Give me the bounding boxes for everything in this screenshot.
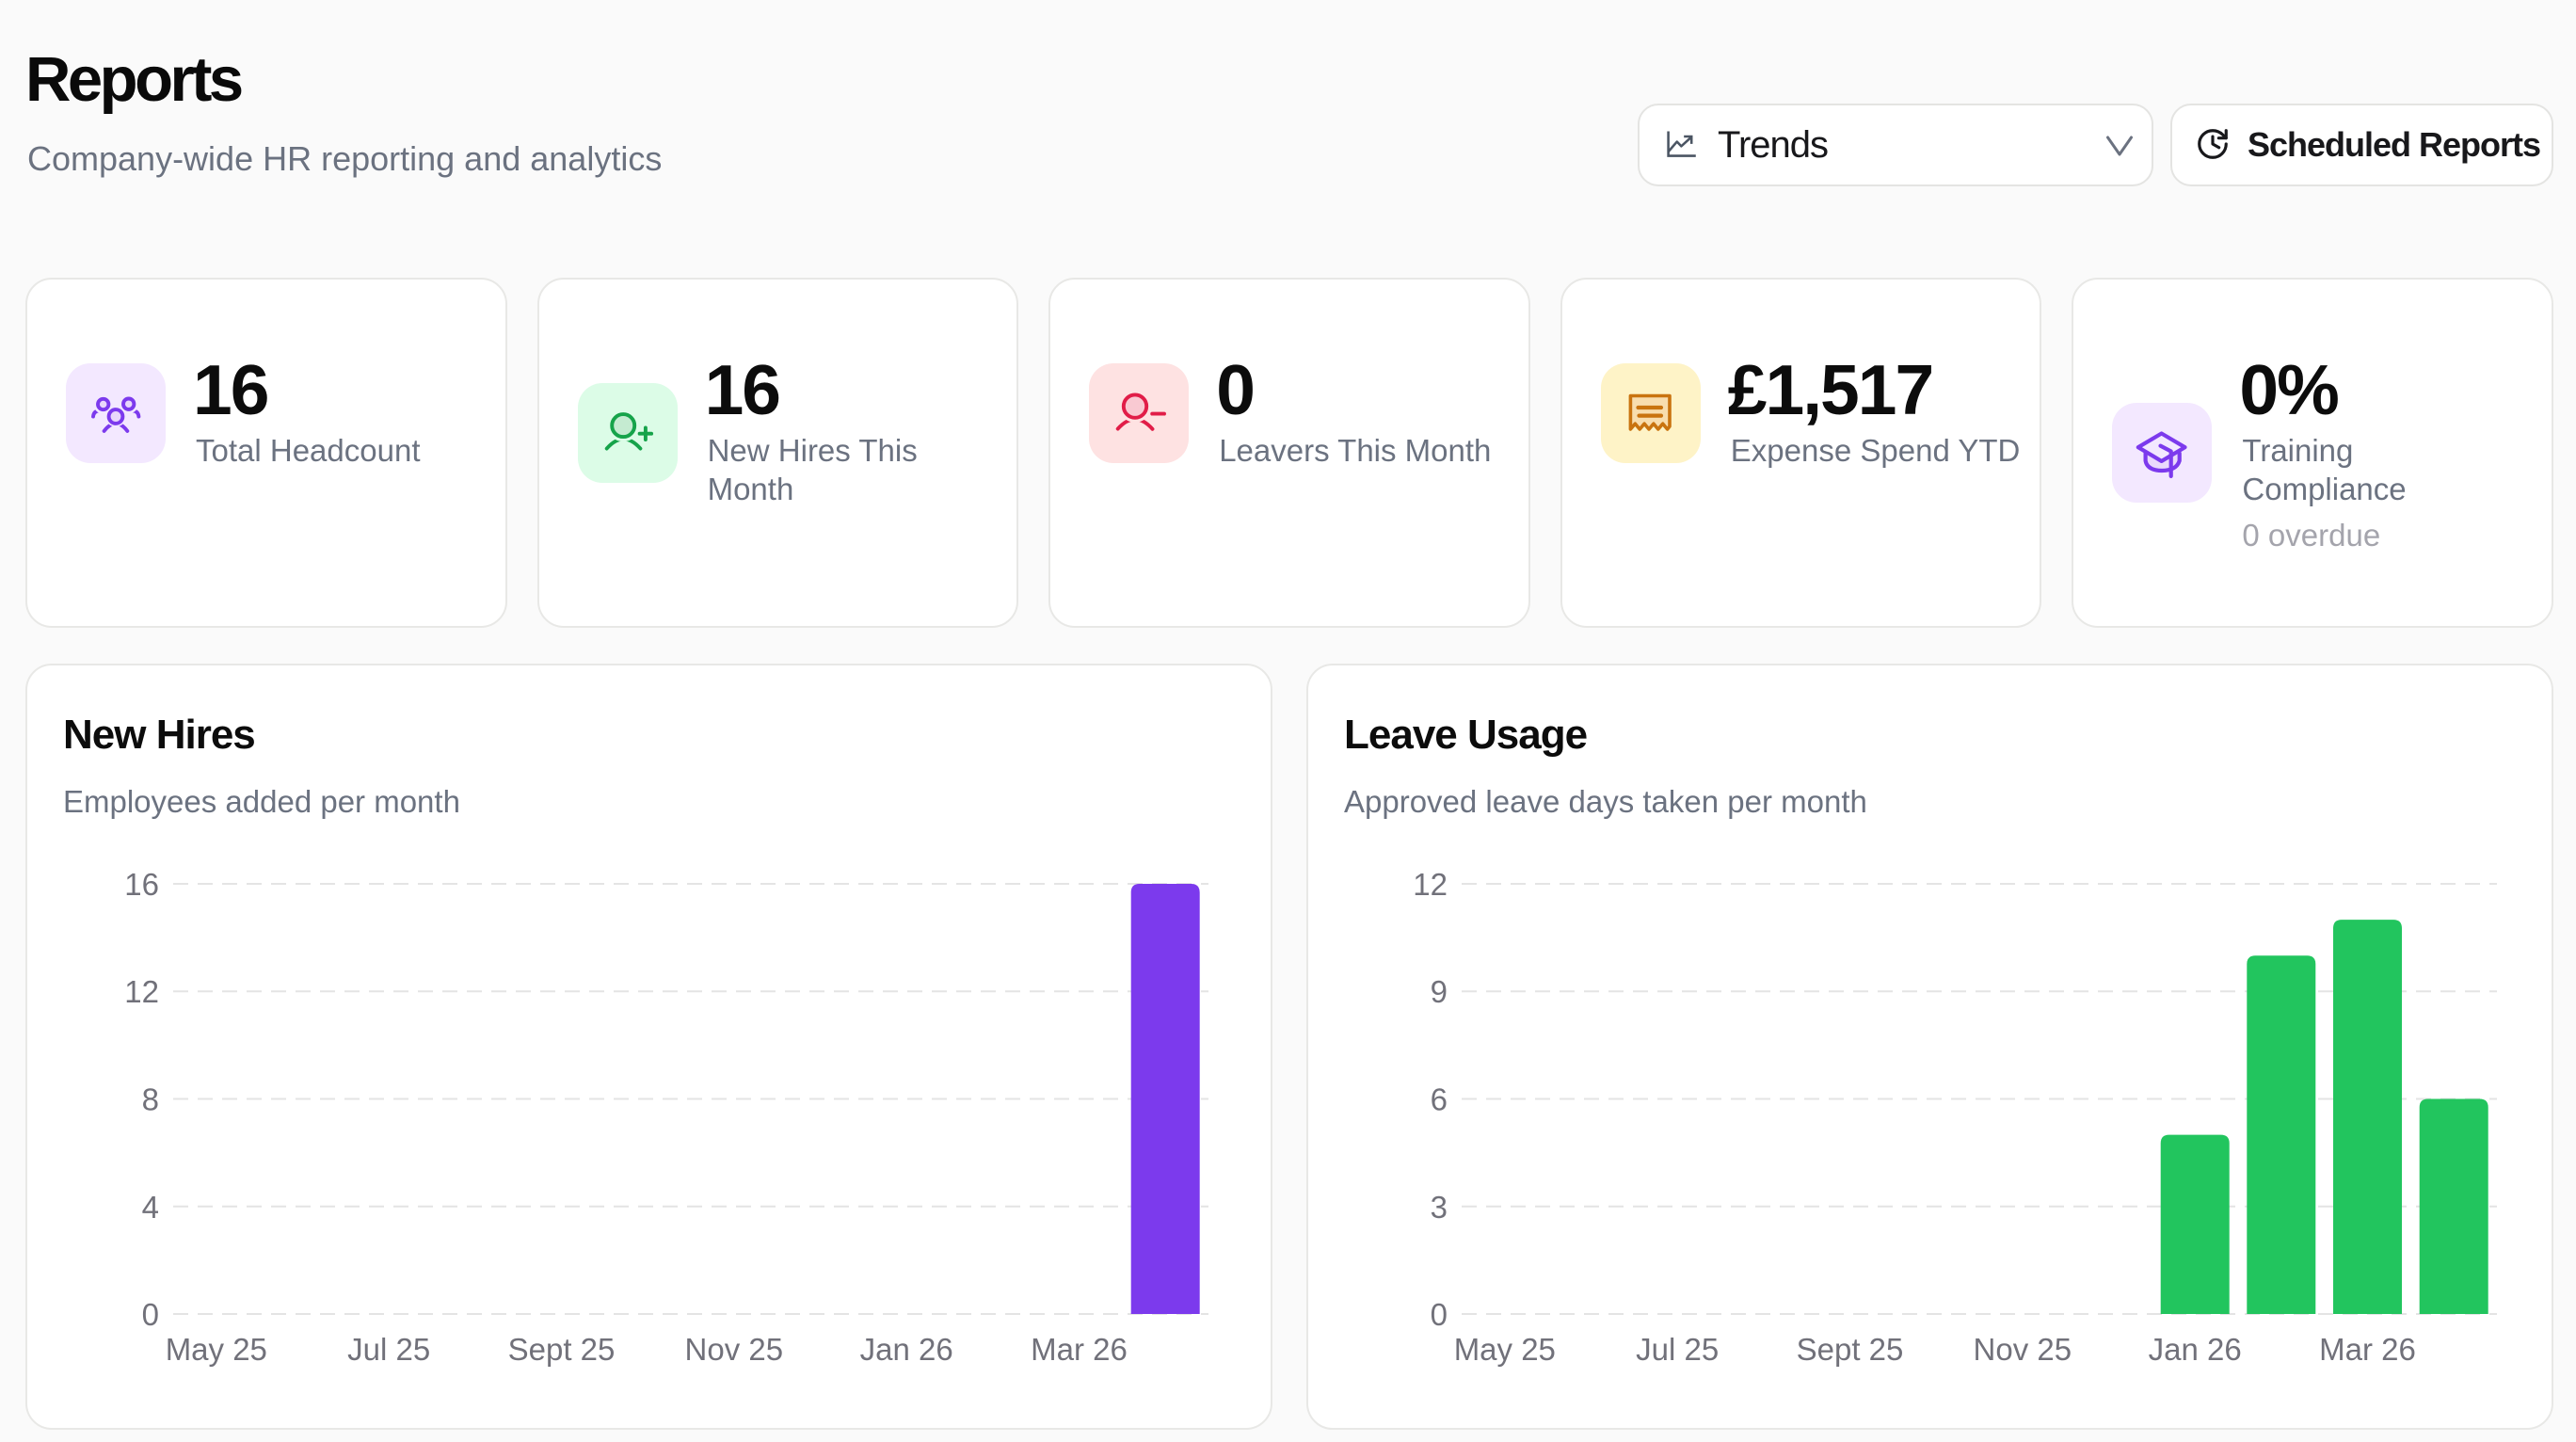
svg-text:0: 0 <box>1431 1297 1448 1332</box>
svg-text:12: 12 <box>1413 867 1448 902</box>
svg-text:May 25: May 25 <box>1454 1332 1556 1367</box>
svg-text:Jan 26: Jan 26 <box>2149 1332 2242 1367</box>
svg-text:Jul 25: Jul 25 <box>347 1332 430 1367</box>
svg-text:12: 12 <box>124 974 159 1009</box>
svg-text:0: 0 <box>142 1297 159 1332</box>
svg-text:9: 9 <box>1431 974 1448 1009</box>
svg-text:Jan 26: Jan 26 <box>860 1332 953 1367</box>
svg-text:Nov 25: Nov 25 <box>685 1332 784 1367</box>
svg-text:Nov 25: Nov 25 <box>1974 1332 2072 1367</box>
svg-text:Mar 26: Mar 26 <box>1031 1332 1128 1367</box>
svg-text:Sept 25: Sept 25 <box>1797 1332 1904 1367</box>
svg-text:Jul 25: Jul 25 <box>1636 1332 1719 1367</box>
svg-text:3: 3 <box>1431 1190 1448 1225</box>
svg-text:6: 6 <box>1431 1082 1448 1117</box>
svg-text:4: 4 <box>142 1190 159 1225</box>
svg-text:Sept 25: Sept 25 <box>508 1332 616 1367</box>
svg-text:May 25: May 25 <box>166 1332 267 1367</box>
svg-text:16: 16 <box>124 867 159 902</box>
svg-text:Mar 26: Mar 26 <box>2319 1332 2416 1367</box>
svg-text:8: 8 <box>142 1082 159 1117</box>
